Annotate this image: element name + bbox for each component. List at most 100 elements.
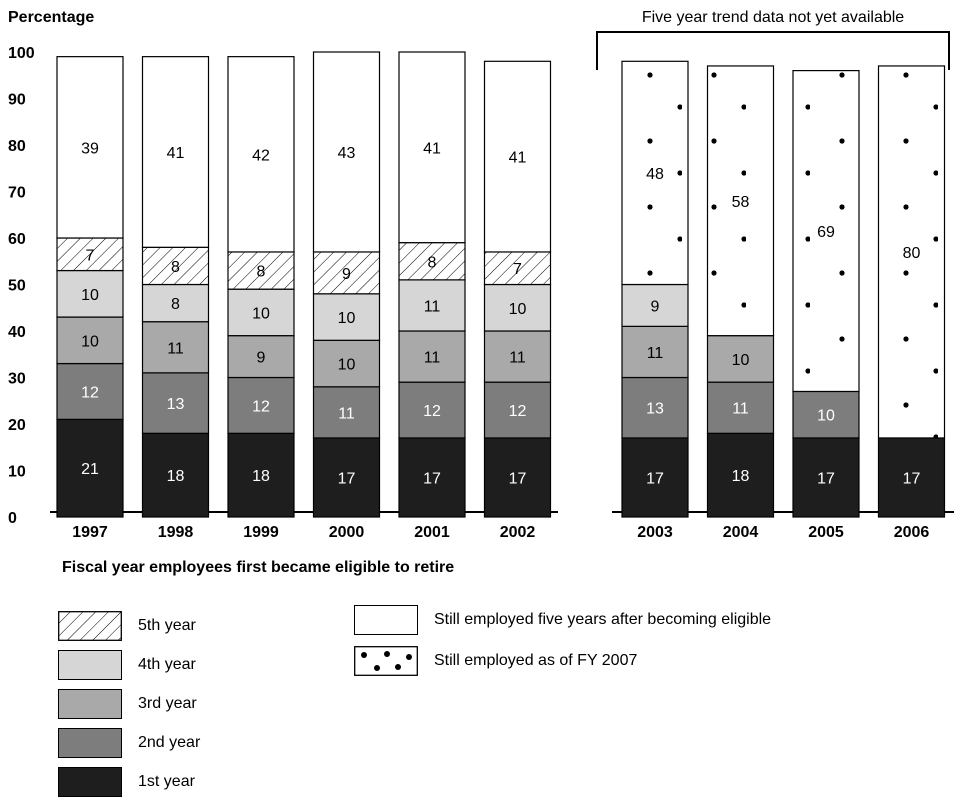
legend-item-5th-year: 5th year [58, 609, 196, 643]
bar-segment-2001-2nd-year [398, 381, 466, 439]
data-label: 11 [167, 340, 184, 357]
data-label: 17 [903, 470, 921, 487]
data-label: 17 [338, 470, 356, 487]
data-label: 11 [509, 350, 526, 367]
data-label: 18 [167, 468, 185, 485]
x-tick-label: 1999 [243, 524, 279, 541]
bar-segment-2005-1st-year [792, 437, 860, 518]
data-label: 48 [646, 166, 664, 183]
y-tick-label: 80 [8, 138, 26, 155]
legend-label: Still employed as of FY 2007 [434, 652, 638, 669]
data-label: 13 [167, 396, 185, 413]
data-label: 12 [509, 403, 527, 420]
data-label: 21 [81, 461, 99, 478]
data-label: 11 [732, 401, 749, 418]
bar-segment-2000-5th-year [312, 251, 381, 295]
data-label: 17 [646, 470, 664, 487]
data-label: 11 [338, 405, 355, 422]
y-axis-title: Percentage [8, 9, 94, 26]
data-label: 12 [252, 398, 270, 415]
data-label: 17 [509, 470, 527, 487]
data-label: 18 [252, 468, 270, 485]
bar-segment-1999-still-employed-five-years-after-becoming-eligible [227, 56, 295, 253]
y-tick-label: 20 [8, 417, 26, 434]
data-label: 58 [732, 194, 750, 211]
legend-swatch-5th-year [58, 611, 122, 641]
legend-item-4th-year: 4th year [58, 648, 196, 682]
data-label: 10 [817, 408, 835, 425]
bar-segment-1997-5th-year [56, 237, 124, 272]
bar-segment-1998-still-employed-five-years-after-becoming-eligible [141, 56, 210, 248]
y-tick-label: 60 [8, 231, 26, 248]
bar-segment-1998-1st-year [141, 432, 210, 518]
data-label: 41 [423, 140, 441, 157]
data-label: 10 [732, 352, 750, 369]
bar-segment-2005-2nd-year [792, 390, 860, 439]
y-tick-label: 0 [8, 510, 17, 527]
bar-segment-2000-still-employed-five-years-after-becoming-eligible [312, 51, 381, 253]
legend-swatch-4th-year [58, 650, 122, 680]
y-tick-label: 100 [8, 45, 35, 62]
data-label: 41 [167, 145, 185, 162]
bar-segment-2004-still-employed-as-of-fy-2007 [706, 65, 775, 337]
bar-segment-2005-still-employed-as-of-fy-2007 [792, 69, 860, 393]
bar-segment-2002-still-employed-five-years-after-becoming-eligible [483, 60, 552, 253]
bar-segment-2006-1st-year [877, 437, 946, 518]
bar-segment-2000-2nd-year [312, 386, 381, 439]
y-tick-label: 70 [8, 185, 26, 202]
x-tick-label: 2004 [723, 524, 759, 541]
x-tick-label: 2000 [329, 524, 365, 541]
data-label: 9 [342, 266, 351, 283]
bar-segment-2003-still-employed-as-of-fy-2007 [621, 60, 689, 286]
x-tick-label: 2006 [894, 524, 930, 541]
data-label: 43 [338, 145, 356, 162]
data-label: 8 [257, 264, 266, 281]
data-label: 80 [903, 245, 921, 262]
x-tick-label: 2001 [414, 524, 450, 541]
data-label: 8 [428, 254, 437, 271]
legend-item-1st-year: 1st year [58, 765, 195, 799]
data-label: 9 [651, 298, 660, 315]
bar-segment-2004-3rd-year [706, 335, 775, 383]
data-label: 11 [424, 298, 441, 315]
data-label: 42 [252, 147, 270, 164]
data-label: 8 [171, 296, 180, 313]
data-label: 11 [424, 350, 441, 367]
y-tick-label: 50 [8, 278, 26, 295]
x-tick-label: 1998 [158, 524, 194, 541]
data-label: 39 [81, 140, 99, 157]
bar-segment-2003-3rd-year [621, 325, 689, 379]
bar-segment-2001-1st-year [398, 437, 466, 518]
bar-segment-2002-5th-year [483, 251, 552, 286]
legend-swatch-3rd-year [58, 689, 122, 719]
bar-segment-1998-4th-year [141, 283, 210, 323]
y-tick-label: 90 [8, 92, 26, 109]
bar-segment-1999-5th-year [227, 251, 295, 290]
trend-annotation: Five year trend data not yet available [642, 9, 904, 26]
data-label: 17 [817, 470, 835, 487]
bar-segment-1999-4th-year [227, 288, 295, 337]
data-label: 18 [732, 468, 750, 485]
bar-segment-1999-2nd-year [227, 376, 295, 434]
legend-label: 4th year [138, 656, 196, 673]
data-label: 7 [513, 261, 522, 278]
legend-swatch-still-employed-fy2007 [354, 646, 418, 676]
data-label: 7 [86, 247, 95, 264]
y-tick-label: 30 [8, 371, 26, 388]
x-tick-label: 1997 [72, 524, 108, 541]
data-label: 10 [338, 357, 356, 374]
bar-segment-2001-4th-year [398, 279, 466, 332]
data-label: 10 [509, 301, 527, 318]
bar-segment-2003-1st-year [621, 437, 689, 518]
bar-segment-1998-5th-year [141, 246, 210, 286]
bar-segment-2006-still-employed-as-of-fy-2007 [877, 65, 946, 439]
data-label: 10 [81, 287, 99, 304]
legend-label: 2nd year [138, 734, 201, 751]
data-label: 10 [338, 310, 356, 327]
bar-segment-2003-2nd-year [621, 376, 689, 439]
data-label: 69 [817, 224, 835, 241]
bar-segment-2001-3rd-year [398, 330, 466, 383]
legend-label: Still employed five years after becoming… [434, 611, 772, 628]
legend-item-still-employed-fy2007: Still employed as of FY 2007 [354, 644, 637, 678]
